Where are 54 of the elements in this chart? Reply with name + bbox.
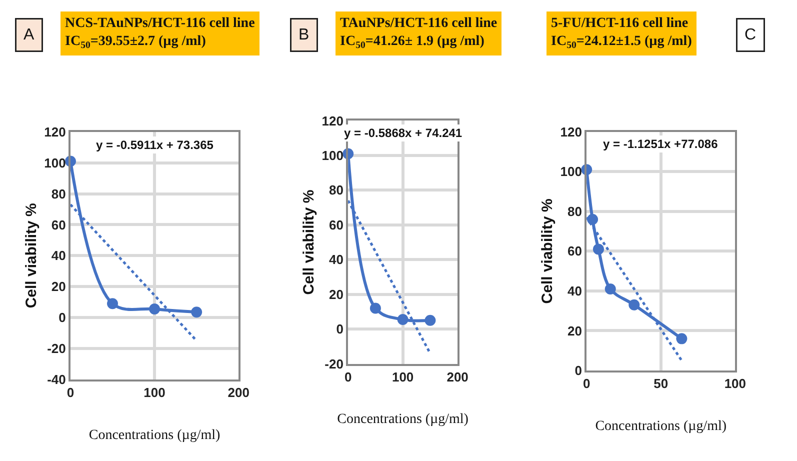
y-tick-label: 40 (329, 252, 344, 268)
x-axis-title: Concentrations (µg/ml) (337, 412, 469, 428)
text: C (744, 26, 756, 44)
y-tick-label: 60 (51, 217, 66, 232)
y-tick-label: 20 (51, 279, 66, 294)
y-tick-label: 20 (329, 286, 344, 302)
point (676, 333, 688, 344)
y-tick-label: 40 (51, 248, 66, 264)
point (592, 244, 604, 255)
x-tick-label: 200 (446, 369, 468, 384)
x-axis-title: Concentrations (µg/ml) (595, 418, 727, 434)
point (107, 298, 118, 310)
x-tick-label: 100 (392, 369, 414, 384)
chart-title: NCS-TAuNPs/HCT-116 cell line IC$_{50}$=39.55±2.7 (µg /ml) (65, 16, 255, 52)
y-tick-label: 120 (44, 124, 66, 140)
y-tick-label: 100 (44, 155, 66, 170)
y-tick-label: -20 (47, 341, 66, 356)
y-tick-label: 100 (560, 164, 582, 180)
annotation: y = -1.1251x +77.086 (603, 137, 718, 151)
y-tick-label: -40 (47, 372, 66, 387)
y-axis-title: Cell viability % (539, 198, 556, 304)
point (424, 314, 436, 326)
point (191, 306, 202, 318)
y-tick-label: 60 (568, 244, 582, 259)
x-tick-label: 50 (654, 376, 668, 392)
y-tick-label: 40 (568, 284, 582, 298)
y-tick-label: -20 (324, 356, 344, 372)
text: B (298, 26, 310, 44)
point (370, 302, 381, 314)
chart-title: TAuNPs/HCT-116 cell line IC$_{50}$=41.26± 1.9 (µg /ml) (340, 16, 498, 52)
annotation: y = -0.5911x + 73.365 (96, 138, 214, 152)
y-axis-title: Cell viability % (22, 203, 40, 308)
y-tick-label: 100 (322, 148, 344, 163)
point (628, 299, 640, 310)
y-tick-label: 120 (560, 124, 582, 140)
text: A (24, 26, 34, 44)
x-tick-label: 100 (724, 376, 746, 392)
y-tick-label: 80 (51, 186, 66, 202)
y-tick-label: 0 (336, 322, 344, 337)
x-axis-title: Concentrations (µg/ml) (88, 428, 221, 443)
annotation: y = -0.5868x + 74.241 (344, 126, 462, 140)
x-tick-label: 200 (228, 385, 250, 400)
y-tick-label: 80 (568, 204, 582, 219)
y-tick-label: 20 (568, 323, 582, 338)
y-tick-label: 80 (329, 182, 344, 198)
x-tick-label: 100 (144, 385, 166, 400)
y-tick-label: 60 (329, 217, 344, 232)
point (149, 304, 160, 315)
y-tick-label: 120 (322, 113, 344, 128)
y-axis-title: Cell viability % (300, 190, 318, 295)
point (604, 283, 616, 294)
chart-title: 5-FU/HCT-116 cell line IC$_{50}$=24.12±1.5 (µg /ml) (551, 16, 692, 52)
y-tick-label: 0 (58, 310, 66, 326)
point (397, 314, 408, 326)
